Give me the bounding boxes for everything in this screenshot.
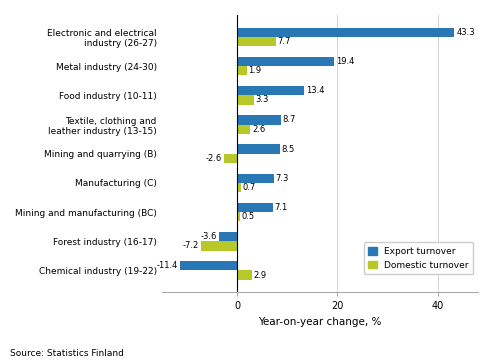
Text: 2.6: 2.6 (252, 125, 265, 134)
Text: Source: Statistics Finland: Source: Statistics Finland (10, 349, 124, 358)
Text: 8.5: 8.5 (282, 144, 295, 153)
Text: -2.6: -2.6 (206, 154, 222, 163)
Bar (237, 270, 251, 280)
Bar (237, 86, 304, 95)
Bar (180, 261, 237, 270)
Text: -3.6: -3.6 (201, 232, 217, 241)
Bar (237, 66, 246, 76)
Text: 1.9: 1.9 (248, 66, 262, 75)
Text: 13.4: 13.4 (306, 86, 325, 95)
X-axis label: Year-on-year change, %: Year-on-year change, % (258, 317, 382, 327)
Bar (201, 241, 237, 251)
Bar (237, 57, 334, 66)
Bar (237, 183, 241, 192)
Bar (237, 95, 253, 105)
Bar (237, 28, 455, 37)
Text: -11.4: -11.4 (156, 261, 178, 270)
Text: 0.7: 0.7 (243, 183, 256, 192)
Text: 43.3: 43.3 (457, 28, 475, 37)
Text: 0.5: 0.5 (242, 212, 255, 221)
Bar (219, 232, 237, 241)
Text: 8.7: 8.7 (282, 115, 296, 124)
Bar (224, 154, 237, 163)
Text: 3.3: 3.3 (255, 95, 269, 104)
Text: -7.2: -7.2 (182, 242, 199, 251)
Bar (237, 212, 240, 221)
Text: 2.9: 2.9 (253, 271, 267, 280)
Bar (237, 174, 274, 183)
Text: 7.1: 7.1 (275, 203, 288, 212)
Legend: Export turnover, Domestic turnover: Export turnover, Domestic turnover (364, 243, 473, 274)
Text: 7.7: 7.7 (278, 37, 291, 46)
Bar (237, 203, 273, 212)
Bar (237, 125, 250, 134)
Bar (237, 144, 280, 154)
Bar (237, 37, 276, 46)
Bar (237, 115, 281, 125)
Text: 19.4: 19.4 (336, 57, 355, 66)
Text: 7.3: 7.3 (276, 174, 289, 183)
